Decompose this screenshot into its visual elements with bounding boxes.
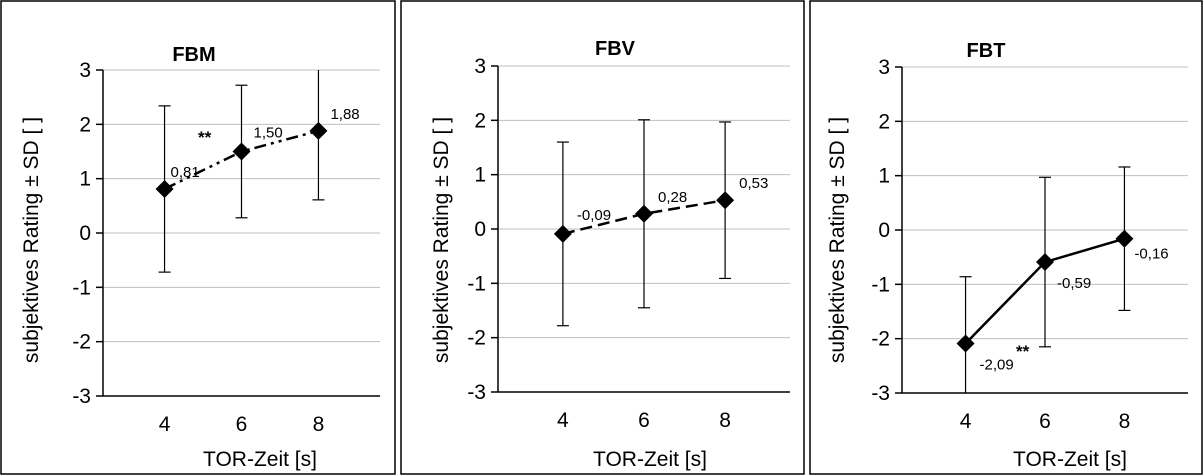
data-label: 1,88 xyxy=(330,106,359,123)
x-tick-label: 8 xyxy=(313,413,325,436)
y-tick-label: -1 xyxy=(72,276,91,299)
y-tick-label: 2 xyxy=(474,109,486,132)
y-axis-title: subjektives Rating ± SD [ ] xyxy=(20,117,43,363)
chart-title: FBT xyxy=(967,40,1006,62)
data-point xyxy=(956,334,975,353)
y-tick-label: 2 xyxy=(878,110,890,133)
y-tick-label: -3 xyxy=(467,381,486,404)
chart-title: FBM xyxy=(172,44,215,66)
y-tick-label: 0 xyxy=(79,222,91,245)
x-tick-label: 6 xyxy=(236,413,248,436)
y-tick-label: -1 xyxy=(467,272,486,295)
y-axis-title: subjektives Rating ± SD [ ] xyxy=(826,117,849,363)
data-point xyxy=(1036,253,1054,272)
data-point xyxy=(155,179,174,198)
panel-frame xyxy=(0,0,396,475)
chart-panel-fbt: -3 -2 -1 0 1 2 3 4 6 8 TOR-Zeit [s] subjektives Rat… xyxy=(809,0,1203,475)
y-tick-label: 3 xyxy=(474,55,486,78)
x-axis-title: TOR-Zeit [s] xyxy=(593,448,707,471)
chart-panel-fbm: -3 -2 -1 0 1 2 3 4 6 8 TOR-Zeit [s] subjektives Rat… xyxy=(0,0,396,475)
x-axis-title: TOR-Zeit [s] xyxy=(203,448,317,471)
data-label: -2,09 xyxy=(980,357,1014,374)
significance-marker: ** xyxy=(1016,342,1030,361)
data-point xyxy=(309,121,328,140)
data-point xyxy=(232,142,251,161)
x-tick-label: 8 xyxy=(719,409,731,432)
chart-title: FBV xyxy=(595,38,636,60)
x-tick-label: 4 xyxy=(159,413,171,436)
data-point xyxy=(716,191,735,210)
significance-marker: ** xyxy=(198,128,212,147)
y-tick-label: -2 xyxy=(72,331,91,354)
data-point xyxy=(1115,229,1134,248)
data-label: -0,59 xyxy=(1057,275,1091,292)
chart-panel-fbv: -3 -2 -1 0 1 2 3 4 6 8 TOR-Zeit [s] subjektives Rat… xyxy=(400,0,805,475)
data-label: 1,50 xyxy=(254,125,283,142)
y-tick-label: -2 xyxy=(871,328,890,351)
x-tick-label: 6 xyxy=(1039,410,1051,433)
data-label: 0,53 xyxy=(739,175,768,192)
panel-frame xyxy=(400,0,805,475)
x-tick-label: 6 xyxy=(638,409,650,432)
data-label: 0,81 xyxy=(171,164,200,181)
y-axis-title: subjektives Rating ± SD [ ] xyxy=(430,117,453,363)
y-tick-label: 0 xyxy=(878,219,890,242)
y-tick-label: 1 xyxy=(79,168,91,191)
y-tick-label: 3 xyxy=(79,59,91,82)
y-tick-label: 2 xyxy=(79,113,91,136)
y-tick-label: -2 xyxy=(467,327,486,350)
y-tick-label: 1 xyxy=(474,164,486,187)
y-tick-label: 3 xyxy=(878,56,890,79)
data-label: -0,09 xyxy=(577,207,611,224)
x-tick-label: 8 xyxy=(1119,410,1131,433)
y-tick-label: -1 xyxy=(871,273,890,296)
x-tick-label: 4 xyxy=(557,409,569,432)
y-tick-label: -3 xyxy=(72,385,91,408)
x-axis-title: TOR-Zeit [s] xyxy=(1013,448,1127,471)
data-point xyxy=(553,224,572,243)
x-tick-label: 4 xyxy=(960,410,972,433)
y-tick-label: 0 xyxy=(474,218,486,241)
data-label: 0,28 xyxy=(658,189,687,206)
y-tick-label: 1 xyxy=(878,165,890,188)
data-label: -0,16 xyxy=(1134,246,1168,263)
y-tick-label: -3 xyxy=(871,382,890,405)
panel-frame xyxy=(809,0,1203,475)
data-point xyxy=(635,204,653,223)
